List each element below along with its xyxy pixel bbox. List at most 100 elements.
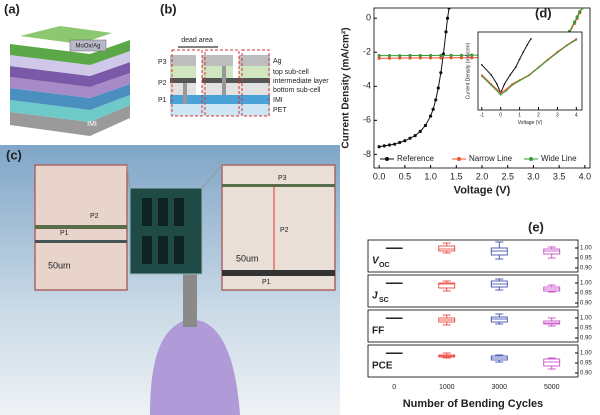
- layer-label: intermediate layer: [273, 78, 329, 85]
- point: [428, 53, 433, 58]
- panel-label: (d): [535, 5, 552, 20]
- box: [543, 358, 561, 367]
- point: [503, 83, 506, 85]
- point: [377, 145, 381, 149]
- x-tick-label: 1000: [439, 384, 455, 391]
- point: [444, 30, 448, 34]
- point: [575, 39, 578, 41]
- box: [543, 320, 561, 325]
- panel-c: (c) P2 P1 50um P3 P2 P1 50um: [0, 145, 340, 415]
- x-tick-label: 2.0: [476, 171, 489, 181]
- panel-label: (b): [160, 1, 177, 16]
- scribe-label: P2: [158, 80, 167, 87]
- panel-label: (c): [6, 147, 22, 162]
- x-tick-label: 3.5: [553, 171, 566, 181]
- panel-metric-label: V: [372, 256, 380, 267]
- legend-marker: [457, 157, 461, 161]
- y-tick-label: 0.95: [580, 291, 592, 297]
- point: [459, 56, 464, 60]
- point: [449, 53, 453, 57]
- y-axis-label: Current Density (mA/cm²): [465, 42, 471, 99]
- point: [413, 134, 417, 138]
- x-tick-label: 4: [575, 112, 578, 118]
- x-tick-label: 1.5: [450, 171, 463, 181]
- legend-marker: [385, 157, 389, 161]
- legend-label: Reference: [397, 154, 434, 163]
- point: [490, 74, 493, 76]
- point: [480, 63, 483, 66]
- plot-frame: [367, 309, 579, 343]
- y-tick-label: 1.00: [580, 246, 592, 252]
- y-tick-label: 1.00: [580, 316, 592, 322]
- point: [418, 53, 422, 58]
- point: [447, 8, 451, 10]
- point: [431, 107, 435, 111]
- box: [490, 316, 508, 323]
- point: [499, 93, 502, 96]
- point: [480, 74, 483, 76]
- point: [449, 56, 453, 60]
- scale-label: 50um: [48, 260, 71, 270]
- point: [441, 52, 446, 56]
- point: [459, 53, 464, 57]
- panel-label: (e): [528, 219, 544, 234]
- layer-label: MoOx/Ag: [75, 44, 100, 50]
- y-tick-label: 0.90: [580, 301, 592, 307]
- scribe-label: P1: [262, 279, 271, 286]
- point: [387, 56, 392, 60]
- panel-metric-sub: SC: [379, 297, 389, 304]
- x-tick-label: -1: [480, 112, 485, 118]
- point: [423, 123, 428, 128]
- point: [428, 114, 433, 118]
- point: [578, 10, 582, 14]
- point: [377, 56, 381, 60]
- point: [480, 75, 483, 77]
- y-tick-label: 0.90: [580, 371, 592, 377]
- point: [537, 66, 540, 69]
- point: [436, 86, 440, 90]
- point: [518, 58, 521, 61]
- legend-label: Narrow Line: [469, 154, 513, 163]
- point: [439, 71, 443, 75]
- plot-frame: [367, 274, 579, 308]
- point: [499, 92, 502, 94]
- point: [382, 144, 386, 148]
- layer-label: IMI: [273, 97, 283, 104]
- x-tick-label: 4.0: [579, 171, 592, 181]
- y-axis-label: Current Density (mA/cm²): [341, 27, 352, 148]
- x-tick-label: 0.5: [399, 171, 412, 181]
- plot-frame: [367, 239, 579, 273]
- box: [438, 282, 456, 289]
- point: [408, 136, 412, 140]
- y-tick-label: 0.90: [580, 336, 592, 342]
- dead-area-label: dead area: [181, 37, 213, 44]
- box: [490, 247, 508, 256]
- point: [530, 37, 532, 40]
- x-tick-label: 3000: [491, 384, 507, 391]
- layer-label: PET: [273, 107, 287, 114]
- panel-b: (b) dead area P3 P2 P1 Ag top sub-cell i…: [158, 1, 329, 117]
- point: [490, 84, 493, 87]
- point: [387, 143, 392, 147]
- point: [511, 83, 513, 85]
- scribe-label: P2: [280, 227, 289, 234]
- x-tick-label: 0: [499, 112, 502, 118]
- point: [418, 56, 422, 60]
- layer-label: IMI: [87, 121, 97, 128]
- layer-label: bottom sub-cell: [273, 87, 321, 94]
- x-tick-label: 1: [518, 112, 521, 118]
- point: [398, 54, 402, 58]
- point: [496, 83, 498, 85]
- point: [515, 66, 517, 68]
- point: [387, 54, 392, 58]
- scale-label: 50um: [236, 253, 259, 263]
- scribe-label: P2: [90, 213, 99, 220]
- point: [434, 98, 438, 102]
- x-tick-label: 3: [556, 112, 559, 118]
- point: [408, 56, 412, 60]
- y-tick-label: -4: [363, 81, 371, 91]
- x-axis-label: Voltage (V): [454, 184, 511, 196]
- point: [580, 8, 584, 10]
- scribe-label: P1: [158, 97, 167, 104]
